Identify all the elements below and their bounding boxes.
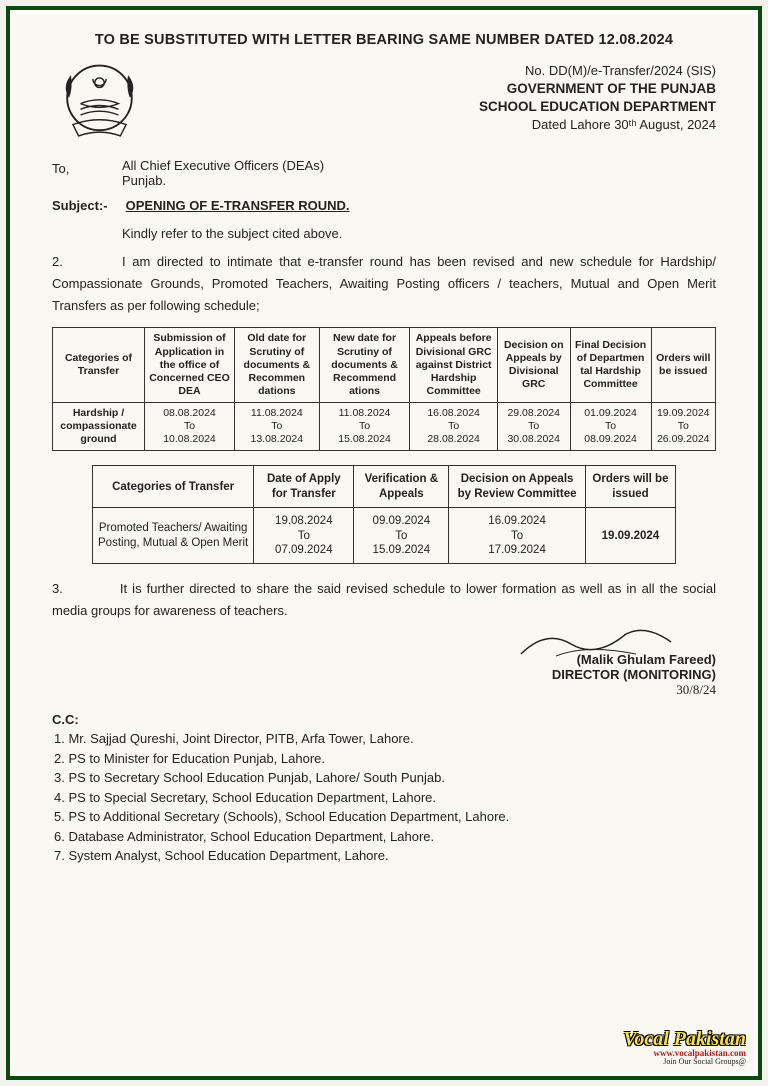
t2-c3: 16.09.2024To17.09.2024 bbox=[449, 508, 585, 564]
t2-col-3: Decision on Appeals by Review Committee bbox=[449, 466, 585, 508]
t2-col-4: Orders will be issued bbox=[585, 466, 675, 508]
t1-c4: 16.08.2024To28.08.2024 bbox=[410, 403, 497, 451]
table-1-header-row: Categories of Transfer Submission of App… bbox=[53, 328, 716, 403]
department-line: SCHOOL EDUCATION DEPARTMENT bbox=[479, 98, 716, 116]
date-line: Dated Lahore 30ᵗʰ August, 2024 bbox=[479, 116, 716, 134]
t1-col-5: Decision on Appeals by Divisional GRC bbox=[497, 328, 570, 403]
t1-col-4: Appeals before Divisional GRC against Di… bbox=[410, 328, 497, 403]
t1-c7: 19.09.2024To26.09.2024 bbox=[651, 403, 715, 451]
t2-col-1: Date of Apply for Transfer bbox=[254, 466, 354, 508]
cc-label: C.C: bbox=[52, 712, 716, 727]
t1-c1: 08.08.2024To10.08.2024 bbox=[145, 403, 235, 451]
t1-c6: 01.09.2024To08.09.2024 bbox=[570, 403, 651, 451]
addressee-line1: All Chief Executive Officers (DEAs) bbox=[122, 158, 716, 173]
source-watermark: Vocal Pakistan www.vocalpakistan.com Joi… bbox=[623, 1029, 746, 1066]
substitution-title: TO BE SUBSTITUTED WITH LETTER BEARING SA… bbox=[52, 32, 716, 48]
subject-text: OPENING OF E-TRANSFER ROUND. bbox=[126, 198, 350, 213]
t1-col-2: Old date for Scrutiny of documents & Rec… bbox=[234, 328, 319, 403]
document-frame: TO BE SUBSTITUTED WITH LETTER BEARING SA… bbox=[6, 6, 762, 1080]
t1-c5: 29.08.2024To30.08.2024 bbox=[497, 403, 570, 451]
signatory-title: DIRECTOR (MONITORING) bbox=[52, 667, 716, 682]
table-2-header-row: Categories of Transfer Date of Apply for… bbox=[92, 466, 675, 508]
government-line: GOVERNMENT OF THE PUNJAB bbox=[479, 80, 716, 98]
cc-list: 1. Mr. Sajjad Qureshi, Joint Director, P… bbox=[52, 729, 716, 866]
signature-date: 30/8/24 bbox=[52, 682, 716, 698]
t2-col-0: Categories of Transfer bbox=[92, 466, 254, 508]
subject-row: Subject:- OPENING OF E-TRANSFER ROUND. bbox=[52, 198, 716, 213]
schedule-table-2: Categories of Transfer Date of Apply for… bbox=[92, 465, 676, 564]
subject-label: Subject:- bbox=[52, 198, 122, 213]
t2-cat: Promoted Teachers/ Awaiting Posting, Mut… bbox=[92, 508, 254, 564]
intro-paragraph: Kindly refer to the subject cited above. bbox=[52, 223, 716, 245]
watermark-brand: Vocal Pakistan bbox=[623, 1029, 746, 1049]
t2-c2: 09.09.2024To15.09.2024 bbox=[354, 508, 449, 564]
paragraph-3: 3. It is further directed to share the s… bbox=[52, 578, 716, 622]
signature-block: (Malik Ghulam Fareed) DIRECTOR (MONITORI… bbox=[52, 652, 716, 698]
t2-col-2: Verification & Appeals bbox=[354, 466, 449, 508]
cc-item: 5. PS to Additional Secretary (Schools),… bbox=[52, 807, 716, 827]
letterhead-row: No. DD(M)/e-Transfer/2024 (SIS) GOVERNME… bbox=[52, 58, 716, 153]
letter-page: TO BE SUBSTITUTED WITH LETTER BEARING SA… bbox=[14, 14, 754, 1072]
cc-item: 4. PS to Special Secretary, School Educa… bbox=[52, 788, 716, 808]
addressee-block: To, All Chief Executive Officers (DEAs) … bbox=[52, 161, 716, 188]
t1-c2: 11.08.2024To13.08.2024 bbox=[234, 403, 319, 451]
table-2-data-row: Promoted Teachers/ Awaiting Posting, Mut… bbox=[92, 508, 675, 564]
cc-item: 3. PS to Secretary School Education Punj… bbox=[52, 768, 716, 788]
t1-col-3: New date for Scrutiny of documents & Rec… bbox=[319, 328, 410, 403]
reference-number: No. DD(M)/e-Transfer/2024 (SIS) bbox=[479, 62, 716, 80]
t1-col-1: Submission of Application in the office … bbox=[145, 328, 235, 403]
t2-c4: 19.09.2024 bbox=[585, 508, 675, 564]
schedule-table-1: Categories of Transfer Submission of App… bbox=[52, 327, 716, 451]
cc-item: 1. Mr. Sajjad Qureshi, Joint Director, P… bbox=[52, 729, 716, 749]
t1-cat: Hardship / compassionate ground bbox=[53, 403, 145, 451]
letterhead-right: No. DD(M)/e-Transfer/2024 (SIS) GOVERNME… bbox=[479, 58, 716, 134]
signature-scribble-icon bbox=[516, 624, 676, 664]
watermark-tagline: Join Our Social Groups@ bbox=[623, 1058, 746, 1066]
table-1-data-row: Hardship / compassionate ground 08.08.20… bbox=[53, 403, 716, 451]
t1-c3: 11.08.2024To15.08.2024 bbox=[319, 403, 410, 451]
addressee-line2: Punjab. bbox=[122, 173, 716, 188]
t1-col-6: Final Decision of Departmen tal Hardship… bbox=[570, 328, 651, 403]
cc-item: 6. Database Administrator, School Educat… bbox=[52, 827, 716, 847]
cc-item: 7. System Analyst, School Education Depa… bbox=[52, 846, 716, 866]
cc-item: 2. PS to Minister for Education Punjab, … bbox=[52, 749, 716, 769]
t2-c1: 19.08.2024To07.09.2024 bbox=[254, 508, 354, 564]
t1-col-0: Categories of Transfer bbox=[53, 328, 145, 403]
paragraph-2: 2.I am directed to intimate that e-trans… bbox=[52, 251, 716, 317]
punjab-emblem-icon bbox=[52, 58, 147, 153]
t1-col-7: Orders will be issued bbox=[651, 328, 715, 403]
